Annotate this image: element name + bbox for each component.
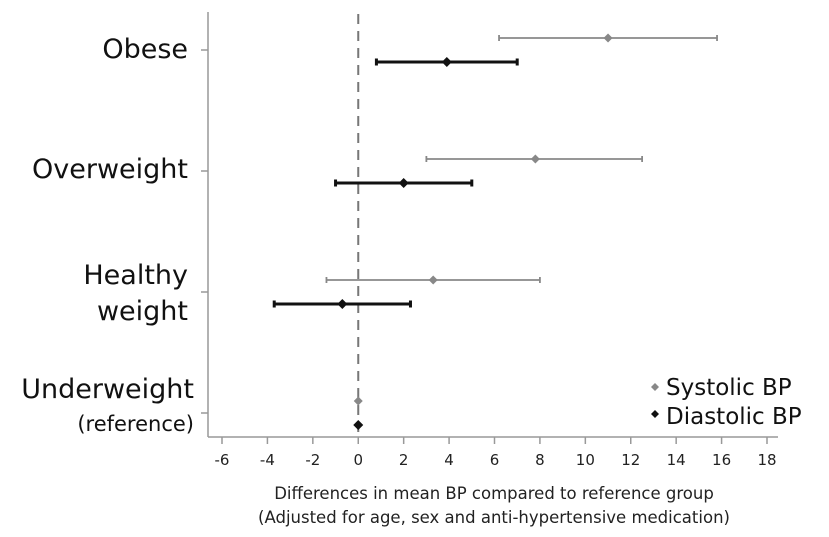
diastolic-marker-0: [441, 57, 452, 67]
category-label-underweight-line2: (reference): [77, 412, 194, 436]
x-tick-label-16: 16: [712, 451, 731, 469]
legend-marker-systolic: [651, 383, 659, 391]
series-layer: [272, 33, 718, 430]
category-label-obese: Obese: [102, 34, 188, 65]
diastolic-marker-2: [337, 299, 348, 309]
systolic-point-1: [425, 154, 644, 164]
legend-marker-diastolic: [651, 410, 659, 418]
x-tick-label--2: -2: [305, 451, 320, 469]
y-axis-ticks: [201, 49, 208, 414]
diastolic-marker-1: [398, 178, 409, 188]
systolic-marker-1: [530, 154, 540, 164]
legend-label-diastolic: Diastolic BP: [666, 404, 802, 430]
x-axis-title-line2: (Adjusted for age, sex and anti-hyperten…: [258, 508, 730, 527]
x-tick-label-10: 10: [576, 451, 595, 469]
x-tick-label-2: 2: [399, 451, 409, 469]
x-tick-label-14: 14: [667, 451, 686, 469]
legend: Systolic BP Diastolic BP: [651, 375, 802, 430]
x-tick-label--4: -4: [260, 451, 275, 469]
category-label-overweight-text: Overweight: [32, 154, 188, 185]
systolic-point-0: [498, 33, 718, 43]
systolic-point-2: [325, 275, 541, 285]
legend-label-systolic: Systolic BP: [666, 375, 792, 401]
diastolic-marker-3: [353, 420, 364, 430]
systolic-marker-2: [428, 275, 438, 285]
systolic-marker-0: [603, 33, 613, 43]
category-label-obese-text: Obese: [102, 34, 188, 65]
x-tick-label--6: -6: [215, 451, 230, 469]
x-tick-label-8: 8: [535, 451, 545, 469]
x-tick-label-6: 6: [490, 451, 500, 469]
x-tick-label-0: 0: [353, 451, 363, 469]
category-label-healthy: Healthy weight: [83, 258, 188, 330]
x-axis-title: Differences in mean BP compared to refer…: [205, 482, 783, 530]
systolic-point-3: [353, 396, 363, 406]
x-tick-label-18: 18: [757, 451, 776, 469]
category-label-healthy-line2: weight: [96, 296, 188, 327]
x-axis-title-line1: Differences in mean BP compared to refer…: [274, 484, 714, 503]
category-label-underweight: Underweight (reference): [21, 373, 194, 441]
diastolic-point-1: [334, 178, 474, 188]
diastolic-point-3: [353, 420, 364, 430]
diastolic-point-2: [272, 299, 412, 309]
category-label-healthy-line1: Healthy: [83, 260, 188, 291]
x-tick-label-4: 4: [444, 451, 454, 469]
category-label-underweight-line1: Underweight: [21, 374, 194, 405]
x-tick-label-12: 12: [621, 451, 640, 469]
diastolic-point-0: [374, 57, 519, 67]
systolic-marker-3: [353, 396, 363, 406]
category-label-overweight: Overweight: [32, 154, 188, 185]
x-axis-ticks: -6 -4 -2 0 2 4 6 8 10 12 14 16 18: [215, 437, 777, 469]
